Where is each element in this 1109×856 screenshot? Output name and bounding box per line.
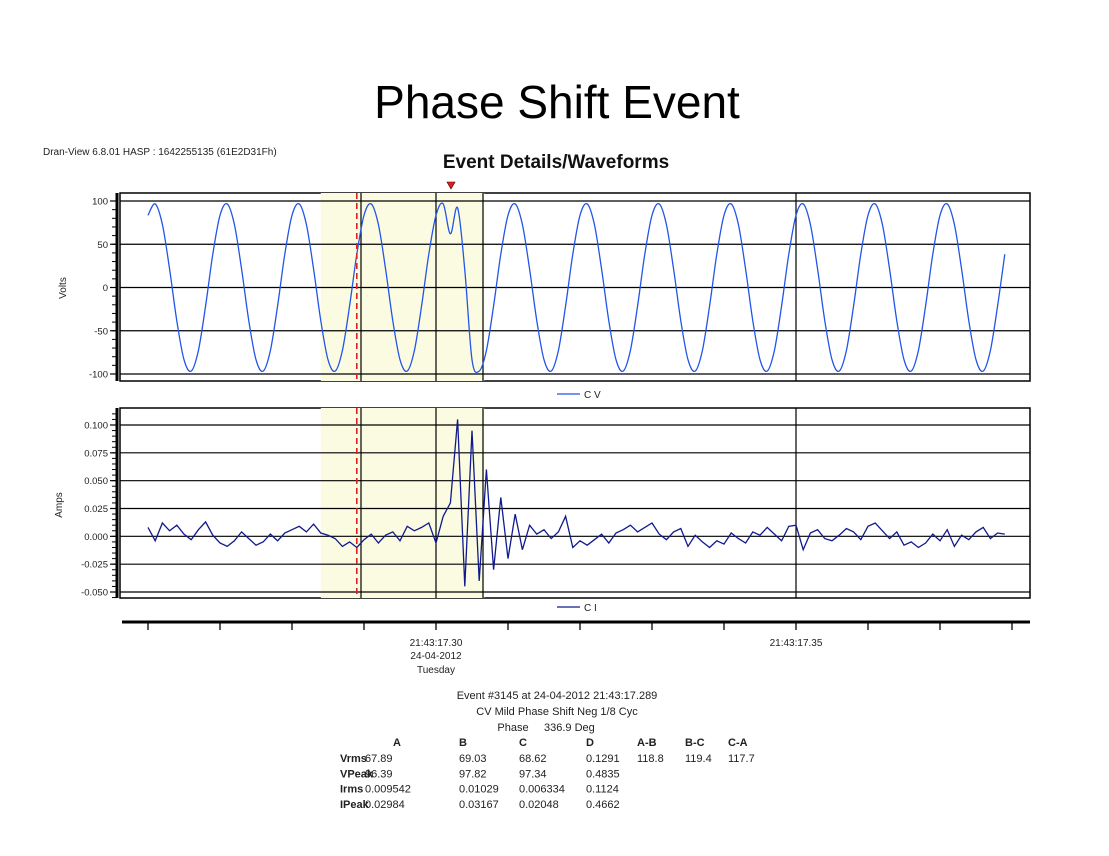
- table-cell: 117.7: [728, 753, 755, 765]
- y-tick-label: 100: [92, 197, 108, 208]
- table-cell: 0.03167: [459, 799, 499, 811]
- table-cell: 0.1124: [586, 784, 619, 796]
- y-tick-label: 0.025: [84, 504, 108, 515]
- table-cell: 0.009542: [365, 784, 411, 796]
- y-tick-label: 0: [103, 283, 108, 294]
- phase-value: 336.9 Deg: [544, 722, 595, 734]
- table-cell: 119.4: [685, 753, 712, 765]
- table-cell: 97.34: [519, 768, 547, 780]
- row-label: Vrms: [340, 753, 367, 765]
- time-axis: [122, 620, 1030, 630]
- y-tick-label: -100: [89, 370, 108, 381]
- current-plot: 0.100 0.075 0.050 0.025 0.000 -0.025 -0.050: [81, 407, 1031, 599]
- table-cell: 0.01029: [459, 784, 499, 796]
- y-axis-label-amps: Amps: [54, 492, 65, 518]
- legend-voltage: C V: [557, 390, 601, 401]
- row-label: Irms: [340, 784, 363, 796]
- event-highlight-region: [320, 408, 485, 598]
- y-tick-label: -0.050: [81, 588, 108, 599]
- y-tick-label: -0.025: [81, 560, 108, 571]
- table-cell: 96.39: [365, 768, 393, 780]
- column-header: B: [459, 737, 467, 749]
- phase-label: Phase: [497, 722, 528, 734]
- table-cell: 0.02048: [519, 799, 559, 811]
- legend-label-voltage: C V: [584, 390, 601, 401]
- y-tick-label: 0.100: [84, 421, 108, 432]
- row-label: VPeak: [340, 768, 374, 780]
- voltage-plot: 100 50 0 -50 -100: [89, 192, 1031, 382]
- voltage-series-line: [147, 202, 1006, 374]
- software-info: Dran-View 6.8.01 HASP : 1642255135 (61E2…: [43, 147, 277, 158]
- column-header: C-A: [728, 737, 748, 749]
- time-label-1: 21:43:17.35: [770, 638, 823, 649]
- column-header: D: [586, 737, 594, 749]
- plot-frame: [119, 407, 1031, 599]
- column-header: C: [519, 737, 527, 749]
- day-label-0: Tuesday: [417, 665, 455, 676]
- y-axis-label-volts: Volts: [58, 277, 69, 299]
- slide-title: Phase Shift Event: [374, 76, 740, 128]
- chart-title: Event Details/Waveforms: [443, 152, 669, 173]
- event-line-1: Event #3145 at 24-04-2012 21:43:17.289: [457, 690, 658, 702]
- table-cell: 68.62: [519, 753, 547, 765]
- table-cell: 0.1291: [586, 753, 620, 765]
- time-label-0: 21:43:17.30: [410, 638, 463, 649]
- y-tick-label: 0.000: [84, 532, 108, 543]
- table-cell: 0.006334: [519, 784, 565, 796]
- y-tick-label: 0.075: [84, 448, 108, 459]
- table-cell: 97.82: [459, 768, 487, 780]
- date-label-0: 24-04-2012: [410, 651, 462, 662]
- column-header: B-C: [685, 737, 705, 749]
- table-cell: 0.4835: [586, 768, 620, 780]
- column-header: A: [393, 737, 401, 749]
- table-cell: 67.89: [365, 753, 393, 765]
- y-tick-label: 0.050: [84, 476, 108, 487]
- event-marker-icon[interactable]: [446, 181, 456, 190]
- legend-current: C I: [557, 603, 597, 614]
- table-cell: 69.03: [459, 753, 487, 765]
- current-series-line: [147, 419, 1005, 587]
- y-tick-label: 50: [97, 240, 108, 251]
- table-cell: 0.02984: [365, 799, 405, 811]
- table-cell: 118.8: [637, 753, 664, 765]
- row-label: IPeak: [340, 799, 370, 811]
- table-cell: 0.4662: [586, 799, 620, 811]
- column-header: A-B: [637, 737, 657, 749]
- event-line-2: CV Mild Phase Shift Neg 1/8 Cyc: [476, 706, 638, 718]
- y-tick-label: -50: [94, 326, 108, 337]
- legend-label-current: C I: [584, 603, 597, 614]
